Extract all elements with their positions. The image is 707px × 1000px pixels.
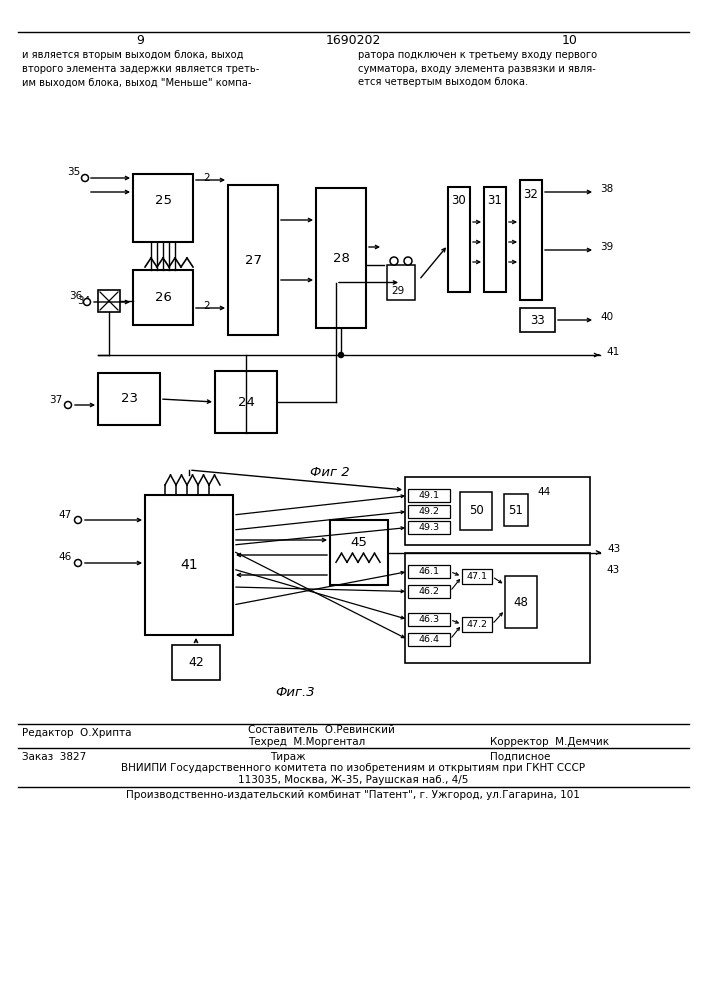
Bar [408, 521, 450, 534]
Text: 43: 43 [606, 565, 619, 575]
Bar [228, 185, 278, 335]
Bar [460, 492, 492, 530]
Text: 31: 31 [488, 194, 503, 208]
Bar [330, 520, 388, 585]
Text: Фиг 2: Фиг 2 [310, 466, 350, 479]
Text: ратора подключен к третьему входу первого
сумматора, входу элемента развязки и я: ратора подключен к третьему входу первог… [358, 50, 597, 87]
Text: 25: 25 [155, 194, 172, 207]
Text: 47.2: 47.2 [467, 620, 488, 629]
Bar [145, 495, 233, 635]
Text: 23: 23 [120, 392, 137, 406]
Text: 43: 43 [607, 544, 620, 554]
Bar [387, 265, 415, 300]
Text: 46: 46 [59, 552, 72, 562]
Bar [98, 373, 160, 425]
Text: Тираж: Тираж [270, 752, 305, 762]
Bar [505, 576, 537, 628]
Bar [504, 494, 528, 526]
Text: 30: 30 [452, 194, 467, 208]
Text: 28: 28 [332, 251, 349, 264]
Circle shape [404, 257, 412, 265]
Text: 9: 9 [136, 33, 144, 46]
Circle shape [339, 353, 344, 358]
Bar [408, 489, 450, 502]
Text: 49.1: 49.1 [419, 491, 440, 500]
Bar [484, 187, 506, 292]
Bar [405, 553, 590, 663]
Text: Составитель  О.Ревинский: Составитель О.Ревинский [248, 725, 395, 735]
Text: 46.2: 46.2 [419, 587, 440, 596]
Text: 33: 33 [530, 314, 545, 326]
Bar [408, 505, 450, 518]
Text: Техред  М.Моргентал: Техред М.Моргентал [248, 737, 366, 747]
Text: Подписное: Подписное [490, 752, 550, 762]
Text: 46.4: 46.4 [419, 635, 440, 644]
Circle shape [74, 560, 81, 566]
Text: Корректор  М.Демчик: Корректор М.Демчик [490, 737, 609, 747]
Text: 10: 10 [562, 33, 578, 46]
Text: 50: 50 [469, 504, 484, 518]
Text: 41: 41 [180, 558, 198, 572]
Text: 2: 2 [204, 301, 210, 311]
Text: 51: 51 [508, 504, 523, 516]
Text: 34: 34 [77, 296, 90, 306]
Text: 27: 27 [245, 253, 262, 266]
Text: 32: 32 [524, 188, 539, 200]
Text: 39: 39 [600, 242, 613, 252]
Text: 47: 47 [59, 510, 72, 520]
Bar [405, 477, 590, 545]
Text: ВНИИПИ Государственного комитета по изобретениям и открытиям при ГКНТ СССР: ВНИИПИ Государственного комитета по изоб… [121, 763, 585, 773]
Circle shape [81, 174, 88, 182]
Text: 35: 35 [66, 167, 80, 177]
Text: 1690202: 1690202 [325, 33, 380, 46]
Text: и является вторым выходом блока, выход
второго элемента задержки является треть-: и является вторым выходом блока, выход в… [22, 50, 259, 87]
Text: 38: 38 [600, 184, 613, 194]
Text: 42: 42 [188, 656, 204, 669]
Text: 41: 41 [606, 347, 619, 357]
Text: 40: 40 [600, 312, 613, 322]
Circle shape [64, 401, 71, 408]
Text: Фиг.3: Фиг.3 [275, 686, 315, 700]
Text: 36: 36 [69, 291, 82, 301]
Text: 37: 37 [49, 395, 62, 405]
Text: 46.1: 46.1 [419, 567, 440, 576]
Text: 29: 29 [392, 286, 404, 296]
Text: 24: 24 [238, 395, 255, 408]
Bar [172, 645, 220, 680]
Text: Производственно-издательский комбинат "Патент", г. Ужгород, ул.Гагарина, 101: Производственно-издательский комбинат "П… [126, 790, 580, 800]
Text: Заказ  3827: Заказ 3827 [22, 752, 86, 762]
Bar [133, 270, 193, 325]
Bar [408, 565, 450, 578]
Text: 49.3: 49.3 [419, 523, 440, 532]
Bar [462, 569, 492, 584]
Text: Редактор  О.Хрипта: Редактор О.Хрипта [22, 728, 132, 738]
Text: 49.2: 49.2 [419, 507, 440, 516]
Text: 48: 48 [513, 595, 528, 608]
Text: 2: 2 [204, 173, 210, 183]
Bar [98, 290, 120, 312]
Circle shape [74, 516, 81, 524]
Bar [448, 187, 470, 292]
Text: 113035, Москва, Ж-35, Раушская наб., 4/5: 113035, Москва, Ж-35, Раушская наб., 4/5 [238, 775, 468, 785]
Bar [520, 308, 555, 332]
Bar [520, 180, 542, 300]
Text: 26: 26 [155, 291, 171, 304]
Bar [408, 613, 450, 626]
Bar [462, 617, 492, 632]
Circle shape [390, 257, 398, 265]
Bar [316, 188, 366, 328]
Circle shape [83, 298, 90, 306]
Text: 44: 44 [537, 487, 550, 497]
Bar [408, 585, 450, 598]
Bar [133, 174, 193, 242]
Text: 45: 45 [351, 536, 368, 549]
Bar [215, 371, 277, 433]
Text: 46.3: 46.3 [419, 615, 440, 624]
Text: 47.1: 47.1 [467, 572, 488, 581]
Bar [408, 633, 450, 646]
